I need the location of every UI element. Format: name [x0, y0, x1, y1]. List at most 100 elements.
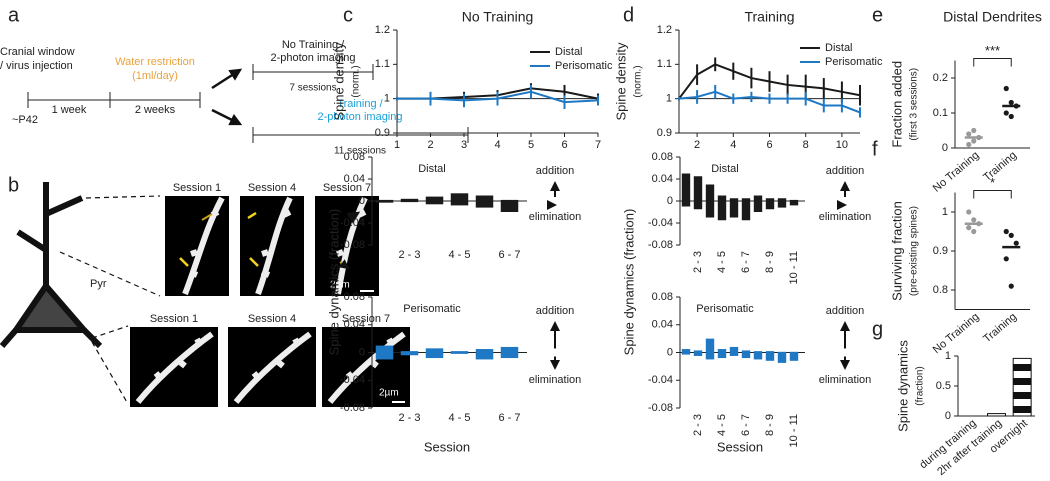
arrow [211, 68, 243, 90]
x-tick-label: 6 - 7 [740, 414, 752, 436]
bar [681, 173, 691, 201]
panel-label: a [8, 4, 20, 26]
bar [500, 352, 519, 359]
timeline-label: 2 weeks [135, 104, 176, 116]
bar [753, 201, 763, 212]
bar [729, 352, 739, 356]
chart-title: No Training [462, 9, 534, 25]
significance-bracket [973, 190, 1012, 199]
bar [425, 196, 444, 201]
x-tick-label: 10 [836, 139, 848, 151]
y-tick-label: 0.9 [375, 127, 390, 139]
y-axis-label: Surviving fraction [889, 201, 904, 301]
timeline-label: No Training / [282, 39, 345, 51]
y-tick-label: -0.08 [648, 239, 673, 251]
bar [1012, 357, 1032, 417]
y-tick-label: 0.04 [344, 319, 365, 331]
significance-label: *** [985, 43, 1000, 58]
y-axis-sublabel: (fraction) [915, 366, 926, 405]
zoom-line [85, 195, 161, 199]
y-tick-label: 0.04 [344, 173, 365, 185]
data-point [966, 225, 972, 231]
bar [681, 349, 691, 353]
annotation: elimination [819, 211, 872, 223]
x-tick-label: 2 - 3 [692, 414, 704, 436]
bar [693, 201, 703, 210]
y-tick-label: 0 [359, 195, 365, 207]
y-tick-label: 0.04 [652, 173, 673, 185]
bar [450, 193, 469, 201]
x-tick-label: 2 - 3 [398, 412, 420, 424]
y-tick-label: 0.5 [936, 380, 951, 392]
chart-subtitle: Distal [711, 163, 739, 175]
data-point [971, 127, 977, 134]
x-tick-label: 6 - 7 [498, 412, 520, 424]
bar [450, 201, 469, 206]
bar [475, 349, 494, 353]
timeline-label: 11 sessions [334, 146, 386, 157]
annotation: elimination [529, 374, 582, 386]
data-point [1003, 110, 1009, 116]
bar [717, 201, 727, 221]
x-axis-label: Session [717, 439, 763, 454]
y-tick-label: 0.8 [933, 284, 948, 296]
annotation: elimination [819, 374, 872, 386]
y-tick-label: 0.08 [344, 151, 365, 163]
arrow [211, 108, 243, 126]
y-tick-label: -0.08 [340, 239, 365, 251]
x-tick-label: 2 - 3 [692, 251, 704, 273]
y-tick-label: 1 [666, 93, 672, 105]
bar [705, 201, 715, 218]
legend-label: Distal [555, 46, 583, 58]
y-tick-label: 1.1 [375, 58, 390, 70]
bar [500, 346, 519, 353]
legend-label: Distal [825, 42, 853, 54]
x-tick-label: 8 [803, 139, 809, 151]
y-tick-label: 0.9 [933, 245, 948, 257]
bar [765, 201, 775, 210]
y-tick-label: 0 [359, 346, 365, 358]
timeline-label: Water restriction [115, 56, 195, 68]
arrow [179, 213, 358, 267]
bar [741, 350, 751, 353]
bar [777, 198, 787, 201]
y-tick-label: 1.2 [657, 24, 672, 36]
zoom-line [91, 341, 129, 405]
y-axis-label: Spine dynamics (fraction) [621, 209, 636, 356]
y-axis-sublabel: (norm.) [633, 65, 644, 97]
annotation: addition [826, 305, 865, 317]
x-tick-label: 6 [766, 139, 772, 151]
data-point [1008, 283, 1014, 289]
y-tick-label: 0.9 [657, 127, 672, 139]
y-tick-label: -0.04 [648, 374, 673, 386]
x-tick-label: 8 - 9 [764, 414, 776, 436]
x-tick-label: No Training [931, 149, 982, 194]
bar [475, 195, 494, 201]
x-tick-label: 6 - 7 [740, 251, 752, 273]
y-axis-label: Spine density [331, 42, 346, 121]
bar [425, 348, 444, 353]
bar [375, 201, 394, 203]
data-point [1008, 113, 1014, 120]
bar [765, 198, 775, 201]
bar [375, 199, 394, 201]
scale-label: 2µm [379, 388, 399, 399]
y-tick-label: 1 [945, 350, 951, 362]
y-axis-label: Spine dynamics (fraction) [326, 209, 341, 356]
y-tick-label: -0.04 [340, 374, 365, 386]
bar [741, 198, 751, 201]
bar [400, 351, 419, 353]
bar [375, 345, 394, 353]
bar [681, 352, 691, 355]
data-point [1003, 256, 1009, 262]
annotation: elimination [529, 211, 582, 223]
timeline-label: / virus injection [0, 60, 73, 72]
y-axis-sublabel: (pre-existing spines) [909, 206, 920, 296]
data-point [1008, 232, 1014, 238]
bar [705, 352, 715, 360]
image-row: 2µm Session 1 Session 4 Session 7 [165, 182, 379, 296]
timeline-label: 2-photon imaging [270, 52, 355, 64]
bar [789, 201, 799, 206]
x-tick-label: 8 - 9 [764, 251, 776, 273]
